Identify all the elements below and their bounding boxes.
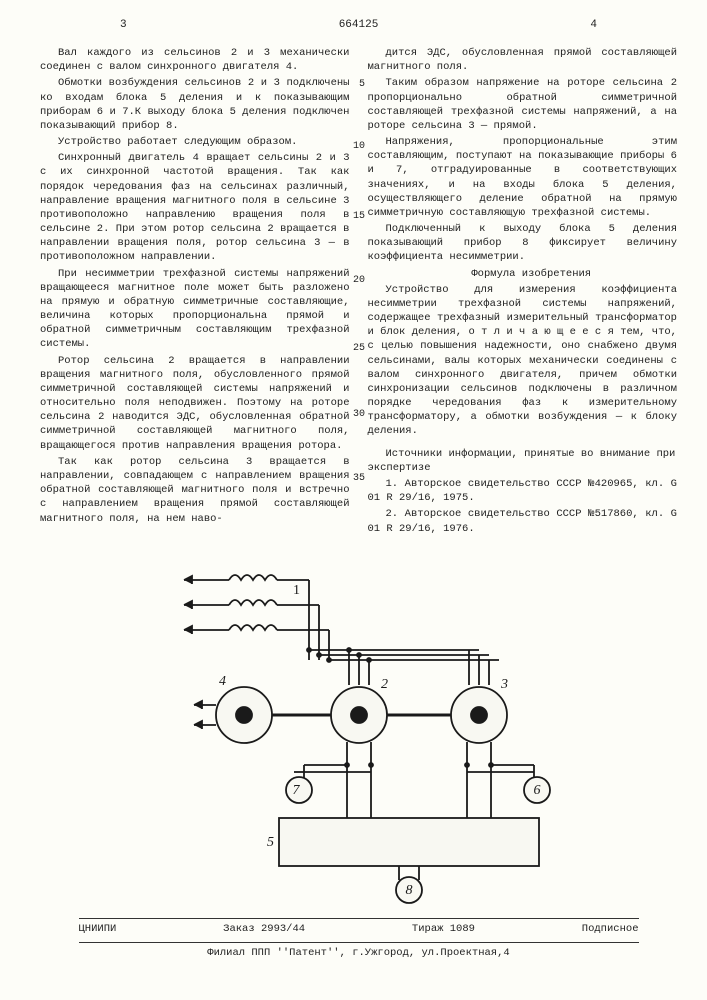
source-item: 2. Авторское свидетельство СССР №517860,… — [368, 507, 678, 535]
paragraph: При несимметрии трехфазной системы напря… — [40, 267, 350, 352]
line-number: 20 — [353, 274, 365, 288]
footer-tirazh: Тираж 1089 — [412, 922, 475, 936]
paragraph: Так как ротор сельсина 3 вращается в нап… — [40, 455, 350, 526]
source-item: 1. Авторское свидетельство СССР №420965,… — [368, 477, 678, 505]
label: 6 — [533, 783, 540, 798]
line-number: 30 — [353, 408, 365, 422]
label: 8 — [405, 883, 412, 898]
footer-filial: Филиал ППП ''Патент'', г.Ужгород, ул.Про… — [79, 942, 639, 960]
paragraph: Вал каждого из сельсинов 2 и 3 механичес… — [40, 46, 350, 74]
label: 3 — [500, 677, 508, 692]
paragraph: Напряжения, пропорциональные этим состав… — [368, 135, 678, 220]
circuit-diagram: 1 4 2 3 5 7 6 8 — [149, 550, 569, 910]
right-column: дится ЭДС, обусловленная прямой составля… — [368, 46, 678, 538]
sources-title: Источники информации, принятые во вниман… — [368, 447, 678, 475]
paragraph: дится ЭДС, обусловленная прямой составля… — [368, 46, 678, 74]
footer-imprint: ЦНИИПИ Заказ 2993/44 Тираж 1089 Подписно… — [79, 918, 639, 936]
page-header: 3 664125 4 — [40, 18, 677, 38]
page-number-left: 3 — [120, 18, 127, 33]
label: 4 — [219, 674, 226, 689]
footer-org: ЦНИИПИ — [79, 922, 117, 936]
transformer-icon — [184, 575, 499, 685]
selsyn-icon — [451, 687, 507, 743]
footer-order: Заказ 2993/44 — [223, 922, 305, 936]
label: 7 — [292, 783, 300, 798]
left-column: Вал каждого из сельсинов 2 и 3 механичес… — [40, 46, 350, 538]
patent-page: 3 664125 4 5 10 15 20 25 30 35 Вал каждо… — [0, 0, 707, 1000]
label: 5 — [267, 835, 274, 850]
line-number: 15 — [353, 210, 365, 224]
label: 2 — [381, 677, 388, 692]
motor-icon — [194, 687, 272, 743]
selsyn-icon — [331, 687, 387, 743]
line-number: 10 — [353, 140, 365, 154]
footer-filial-text: Филиал ППП ''Патент'', г.Ужгород, ул.Про… — [207, 947, 509, 959]
document-number: 664125 — [339, 18, 379, 33]
line-number: 5 — [359, 78, 365, 92]
paragraph: Обмотки возбуждения сельсинов 2 и 3 подк… — [40, 76, 350, 133]
line-number: 25 — [353, 342, 365, 356]
paragraph: Устройство работает следующим образом. — [40, 135, 350, 149]
paragraph: Синхронный двигатель 4 вращает сельсины … — [40, 151, 350, 264]
page-number-right: 4 — [590, 18, 597, 33]
paragraph: Таким образом напряжение на роторе сельс… — [368, 76, 678, 133]
formula-title: Формула изобретения — [368, 267, 678, 281]
line-number: 35 — [353, 472, 365, 486]
label: 1 — [293, 583, 300, 598]
text-columns: Вал каждого из сельсинов 2 и 3 механичес… — [40, 46, 677, 538]
paragraph: Подключенный к выходу блока 5 деления по… — [368, 222, 678, 265]
paragraph: Ротор сельсина 2 вращается в направлении… — [40, 354, 350, 453]
formula-text: Устройство для измерения коэффициента не… — [368, 283, 678, 439]
footer-sub: Подписное — [582, 922, 639, 936]
